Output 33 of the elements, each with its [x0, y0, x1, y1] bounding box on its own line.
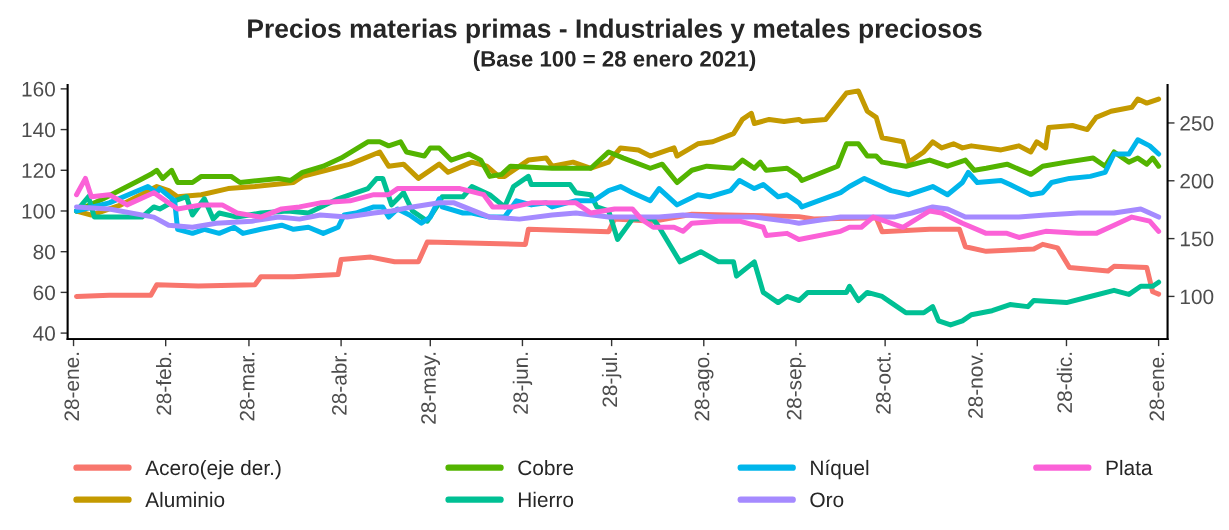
legend-label: Oro — [810, 492, 844, 508]
y2-tick-label: 100 — [1180, 289, 1214, 305]
x-tick-label: 28-jul. — [601, 352, 622, 407]
x-tick-label: 28-abr. — [331, 352, 347, 415]
y-tick-label: 40 — [33, 326, 55, 341]
legend-label: Cobre — [518, 459, 574, 476]
x-tick-label: 28-sep. — [786, 352, 806, 420]
x-tick-label: 28-jun. — [512, 352, 533, 414]
x-tick-label: 28-mar. — [239, 352, 255, 421]
y-tick-label: 140 — [22, 122, 55, 138]
x-tick-label: 28-ago. — [694, 352, 714, 421]
y-tick-label: 160 — [22, 81, 55, 97]
legend-label: Plata — [1106, 459, 1153, 476]
x-tick-label: 28-may. — [421, 352, 440, 424]
y2-tick-label: 200 — [1180, 173, 1214, 189]
chart-subtitle: (Base 100 = 28 enero 2021) — [473, 50, 756, 72]
y-tick-label: 120 — [22, 163, 55, 179]
x-tick-label: 28-oct. — [875, 352, 891, 414]
chart-title: Precios materias primas - Industriales y metales preciosos — [248, 18, 982, 44]
x-tick-label: 28-nov. — [968, 352, 983, 418]
legend-label: Acero(eje der.) — [145, 459, 281, 480]
y-tick-label: 80 — [33, 244, 55, 260]
legend-label: Aluminio — [145, 491, 225, 508]
x-tick-label: 28-feb. — [155, 352, 172, 415]
y-tick-label: 100 — [22, 203, 55, 219]
y-tick-label: 60 — [33, 285, 55, 301]
x-tick-label: 28-dic. — [1056, 352, 1073, 413]
legend-label: Hierro — [518, 491, 574, 508]
y2-tick-label: 250 — [1180, 115, 1214, 131]
x-tick-label: 28-ene. — [64, 352, 80, 421]
y2-tick-label: 150 — [1180, 231, 1214, 247]
x-tick-label: 28-ene. — [1149, 352, 1165, 421]
legend-label: Níquel — [811, 459, 869, 480]
